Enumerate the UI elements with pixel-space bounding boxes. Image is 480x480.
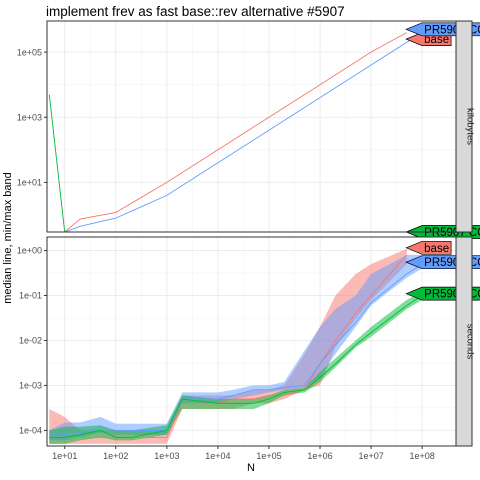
- x-axis: 1e+01 1e+02 1e+03 1e+04 1e+05 1e+06 1e+07 1e+08: [52, 446, 435, 461]
- y-tick-label: 1e+01: [17, 178, 42, 188]
- y-tick-label: 1e+00: [17, 246, 42, 256]
- plot-background: [47, 21, 456, 232]
- y-tick-label: 1e-01: [19, 291, 42, 301]
- y-tick-label: 1e+03: [17, 112, 42, 122]
- x-tick-label: 1e+03: [154, 451, 179, 461]
- x-tick-label: 1e+04: [205, 451, 230, 461]
- y-axis-label: median line, min/max band: [2, 172, 14, 303]
- x-axis-label: N: [247, 462, 255, 474]
- x-tick-label: 1e+08: [410, 451, 435, 461]
- y-axis: 1e+01 1e+03 1e+05: [17, 47, 47, 187]
- y-tick-label: 1e-04: [19, 426, 42, 436]
- strip-label: kilobytes: [465, 108, 476, 145]
- x-tick-label: 1e+07: [358, 451, 383, 461]
- y-tick-label: 1e-03: [19, 381, 42, 391]
- x-tick-label: 1e+01: [52, 451, 77, 461]
- x-tick-label: 1e+02: [103, 451, 128, 461]
- strip-label: seconds: [465, 324, 476, 360]
- x-tick-label: 1e+06: [307, 451, 332, 461]
- label-text: base: [424, 243, 449, 255]
- chart-title: implement frev as fast base::rev alterna…: [46, 4, 345, 19]
- x-tick-label: 1e+05: [256, 451, 281, 461]
- y-tick-label: 1e+05: [17, 47, 42, 57]
- y-axis: 1e-04 1e-03 1e-02 1e-01 1e+00: [17, 246, 47, 436]
- y-tick-label: 1e-02: [19, 336, 42, 346]
